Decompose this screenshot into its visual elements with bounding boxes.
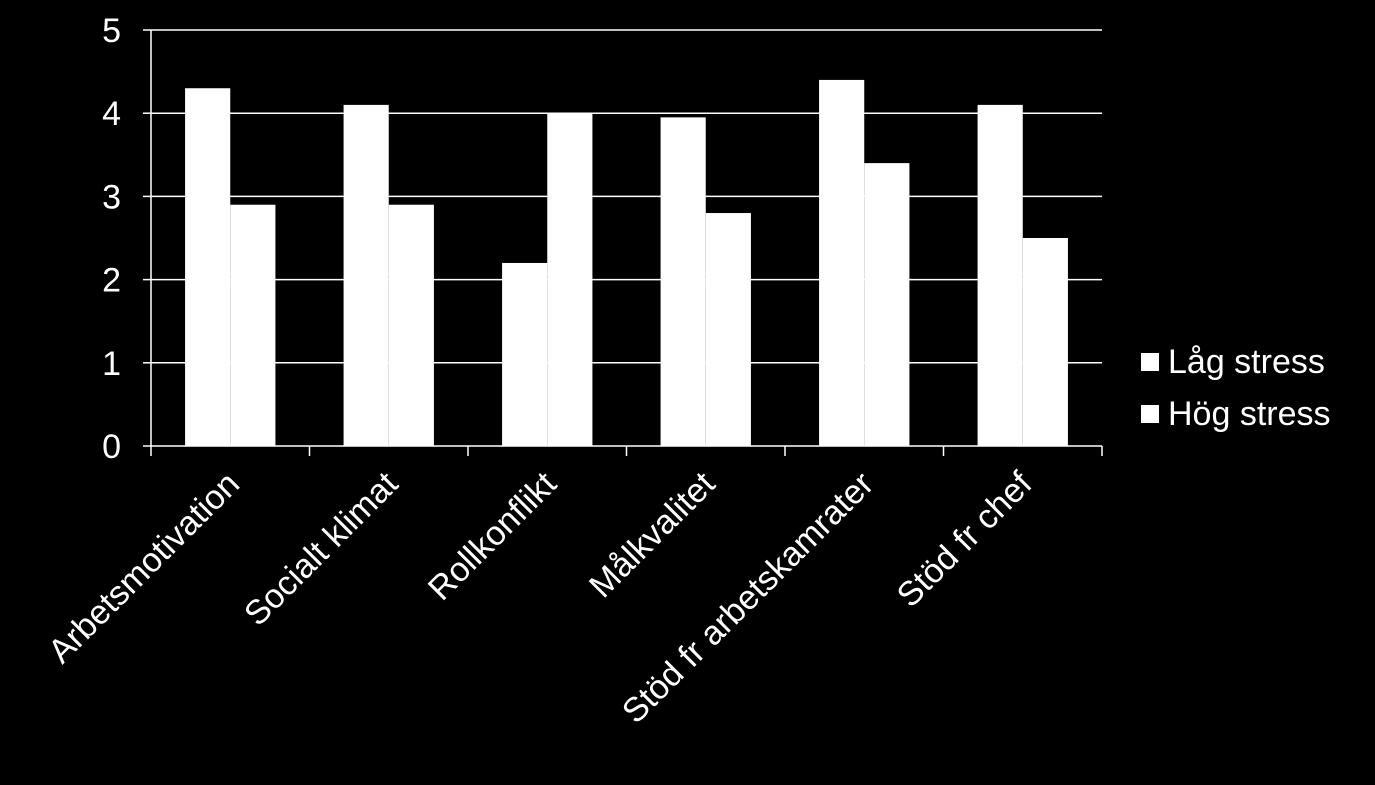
y-tick-label: 1	[102, 345, 121, 383]
bar-hog-stress	[388, 204, 434, 446]
category-label: Stöd fr chef	[890, 464, 1040, 614]
y-tick-label: 2	[102, 262, 121, 300]
y-tick-label: 4	[102, 95, 121, 133]
legend-label: Låg stress	[1168, 343, 1325, 381]
axes	[143, 29, 1103, 456]
bar-hog-stress	[230, 204, 276, 446]
legend-label: Hög stress	[1168, 395, 1331, 433]
bar-hog-stress	[705, 213, 751, 446]
category-label: Rollkonflikt	[421, 464, 565, 608]
category-label: Arbetsmotivation	[41, 465, 247, 671]
bar-lag-stress	[819, 79, 865, 447]
legend-swatch	[1141, 405, 1159, 423]
y-tick-label: 5	[102, 12, 121, 50]
bar-lag-stress	[660, 117, 706, 447]
bar-hog-stress	[1022, 238, 1068, 446]
bar-lag-stress	[185, 88, 231, 447]
y-tick-label: 0	[102, 428, 121, 466]
y-tick-labels: 0 1 2 3 4 5	[102, 12, 121, 466]
gridlines	[151, 29, 1102, 364]
bar-hog-stress	[547, 113, 593, 446]
bar-lag-stress	[343, 104, 389, 446]
bar-lag-stress	[502, 262, 548, 446]
legend: Låg stress Hög stress	[1141, 343, 1331, 433]
category-label: Målkvalitet	[582, 464, 723, 605]
bars	[185, 79, 1068, 447]
y-tick-label: 3	[102, 178, 121, 216]
legend-swatch	[1141, 353, 1159, 371]
bar-hog-stress	[864, 163, 910, 446]
bar-lag-stress	[977, 104, 1023, 446]
category-label: Socialt klimat	[237, 464, 406, 633]
